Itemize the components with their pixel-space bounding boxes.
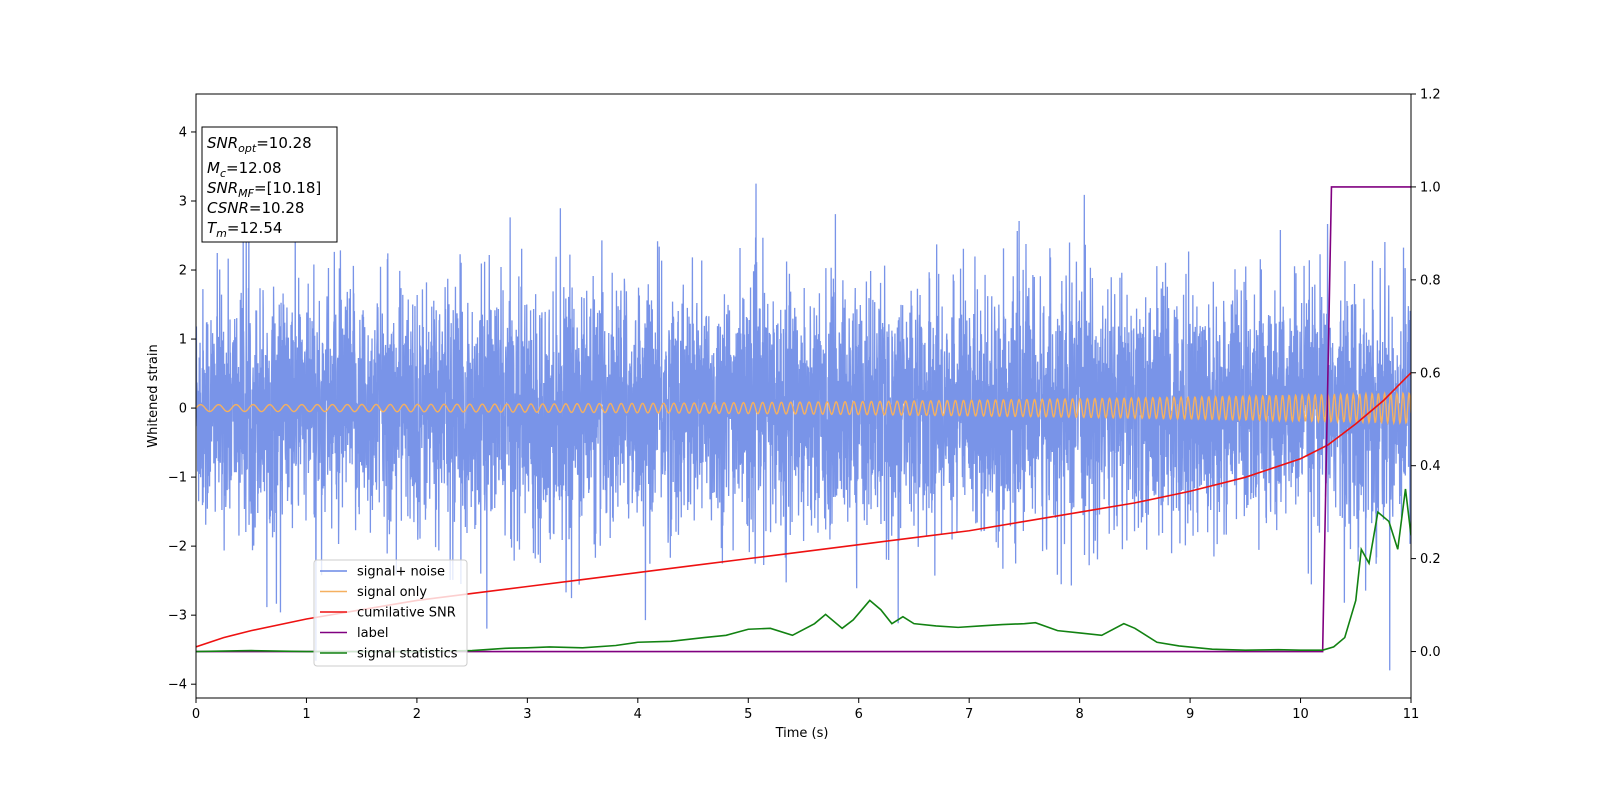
x-axis-label: Time (s): [775, 726, 829, 741]
y2-tick-label: 0.4: [1420, 459, 1441, 474]
signal-statistics-line: [196, 488, 1411, 653]
x-tick-label: 3: [523, 707, 531, 722]
signal-only-line: [196, 390, 1411, 426]
y-tick-label: 0: [179, 402, 187, 417]
x-tick-label: 11: [1403, 707, 1420, 722]
info-tm: Tm=12.54: [207, 219, 282, 240]
x-tick-label: 8: [1075, 707, 1083, 722]
legend: signal+ noise signal only cumilative SNR la…: [313, 559, 468, 667]
plot-frame: [195, 93, 1412, 699]
x-tick-label: 4: [634, 707, 642, 722]
y-tick-label: 2: [179, 264, 187, 279]
y-tick-label: −2: [168, 540, 187, 555]
legend-label: cumilative SNR: [357, 606, 456, 621]
info-snr-mf: SNRMF=[10.18]: [207, 179, 321, 200]
signal-noise-series: [196, 183, 1411, 671]
info-csnr: CSNR=10.28: [207, 199, 304, 217]
y2-tick-label: 0.2: [1420, 552, 1441, 567]
legend-label: signal only: [357, 585, 427, 600]
y-tick-label: −3: [168, 609, 187, 624]
y-tick-label: 1: [179, 333, 187, 348]
legend-label: label: [357, 626, 388, 641]
x-tick-label: 1: [302, 707, 310, 722]
parameter-info-box: SNRopt=10.28 Mc=12.08 SNRMF=[10.18] CSNR…: [201, 126, 338, 243]
info-mc: Mc=12.08: [207, 159, 282, 180]
x-tick-label: 6: [855, 707, 863, 722]
x-tick-label: 5: [744, 707, 752, 722]
legend-label: signal+ noise: [357, 565, 445, 580]
y-tick-label: 4: [179, 125, 187, 140]
y2-tick-label: 0.0: [1420, 645, 1441, 660]
y2-tick-label: 0.8: [1420, 273, 1441, 288]
x-tick-label: 2: [413, 707, 421, 722]
x-axis: 0 1 2 3 4 5 6 7 8 9 10 11: [192, 698, 1419, 722]
label-line: [196, 186, 1411, 653]
y-tick-label: −4: [168, 678, 187, 693]
x-tick-label: 9: [1186, 707, 1194, 722]
y-tick-label: −1: [168, 471, 187, 486]
signal-only-series: [196, 390, 1411, 426]
y-axis-right: 1.2 1.0 0.8 0.6 0.4 0.2 0.0: [1411, 88, 1441, 660]
y2-tick-label: 0.6: [1420, 366, 1441, 381]
y-axis-left: 4 3 2 1 0 −1 −2 −3 −4: [168, 125, 196, 693]
y-axis-label: Whitened strain: [146, 344, 161, 447]
x-tick-label: 7: [965, 707, 973, 722]
y2-tick-label: 1.0: [1420, 180, 1441, 195]
y-tick-label: 3: [179, 194, 187, 209]
info-snr-opt: SNRopt=10.28: [207, 134, 312, 155]
y2-tick-label: 1.2: [1420, 88, 1441, 103]
signal-noise-line: [196, 183, 1411, 671]
x-tick-label: 10: [1292, 707, 1309, 722]
legend-label: signal statistics: [357, 647, 458, 662]
x-tick-label: 0: [192, 707, 200, 722]
